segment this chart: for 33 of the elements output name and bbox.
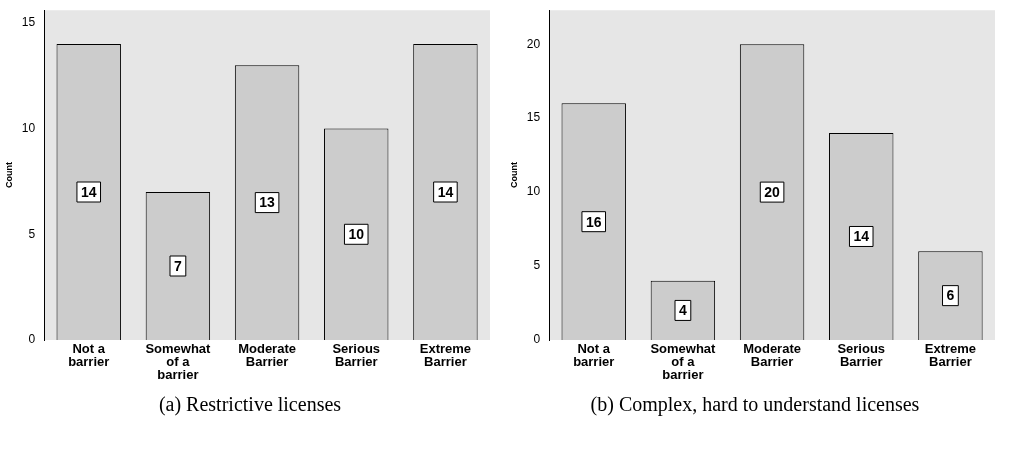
x-tick-label: Serious Barrier	[837, 341, 886, 370]
text: (a) Restrictive licenses	[157, 393, 343, 416]
y-tick-label: 5	[28, 226, 36, 241]
y-axis-title: Count	[508, 162, 519, 189]
data-label: 10	[348, 226, 365, 243]
data-label: 6	[946, 287, 955, 304]
y-tick-label: 10	[21, 120, 36, 135]
x-tick-label: Extreme Barrier	[924, 341, 977, 370]
x-tick-label: Not a barrier	[68, 341, 110, 370]
x-tick-label: Extreme Barrier	[419, 341, 472, 370]
data-label: 7	[174, 257, 182, 274]
data-label: 4	[679, 302, 687, 319]
y-tick-label: 20	[526, 36, 541, 51]
y-tick-label: 15	[526, 110, 541, 125]
y-tick-label: 0	[533, 332, 541, 347]
y-tick-label: 5	[533, 258, 541, 273]
data-label: 14	[80, 183, 97, 200]
x-tick-label: Moderate Barrier	[238, 341, 296, 370]
x-tick-label: Somewhat of a barrier	[650, 341, 717, 383]
x-tick-label: Serious Barrier	[332, 341, 381, 370]
y-axis-title: Count	[3, 162, 14, 189]
y-tick-label: 0	[28, 332, 36, 347]
data-label: 20	[764, 183, 781, 200]
x-tick-label: Somewhat of a barrier	[145, 341, 212, 383]
x-tick-label: Not a barrier	[573, 341, 615, 370]
data-label: 16	[585, 213, 602, 230]
data-label: 13	[259, 194, 276, 211]
y-tick-label: 10	[526, 184, 541, 199]
y-tick-label: 15	[21, 15, 36, 30]
data-label: 14	[853, 228, 870, 245]
text: (b) Complex, hard to understand licenses	[589, 393, 921, 416]
data-label: 14	[437, 183, 454, 200]
x-tick-label: Moderate Barrier	[743, 341, 801, 370]
